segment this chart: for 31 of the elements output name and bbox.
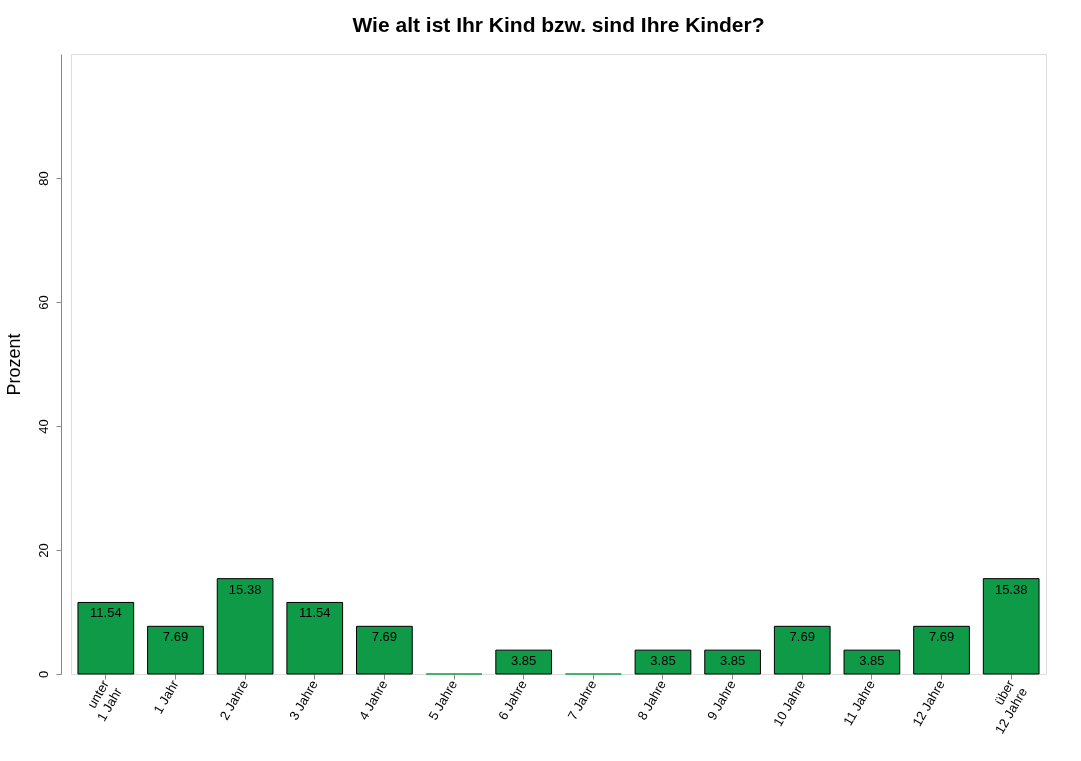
bar [495, 649, 553, 675]
data-label: 11.54 [90, 605, 122, 621]
data-label: 7.69 [162, 629, 189, 645]
bar [356, 625, 413, 675]
bar [773, 625, 831, 675]
y-tick-label: 0 [35, 670, 51, 679]
y-tick-label: 80 [35, 171, 51, 186]
bar [843, 649, 901, 675]
data-label: 3.85 [719, 653, 746, 669]
data-label: 3.85 [859, 653, 885, 669]
chart-title: Wie alt ist Ihr Kind bzw. sind Ihre Kinder? [352, 13, 765, 36]
y-tick-label: 40 [35, 419, 51, 434]
bar [634, 649, 692, 675]
data-label: 15.38 [228, 581, 262, 597]
data-label: 3.85 [511, 653, 537, 669]
bar [913, 625, 970, 675]
data-label: 15.38 [994, 581, 1028, 597]
data-label: 7.69 [928, 629, 955, 645]
data-label: 7.69 [789, 629, 815, 645]
data-label: 7.69 [371, 629, 398, 645]
y-tick-label: 20 [35, 543, 51, 558]
y-tick-label: 60 [35, 295, 51, 310]
bar [982, 578, 1040, 675]
bar [286, 601, 344, 675]
bar [216, 578, 274, 675]
bar [77, 601, 135, 675]
bar [704, 649, 761, 675]
y-axis-title: Prozent [3, 333, 24, 396]
data-label: 3.85 [650, 653, 676, 669]
bar [147, 625, 204, 675]
data-label: 11.54 [298, 605, 331, 621]
